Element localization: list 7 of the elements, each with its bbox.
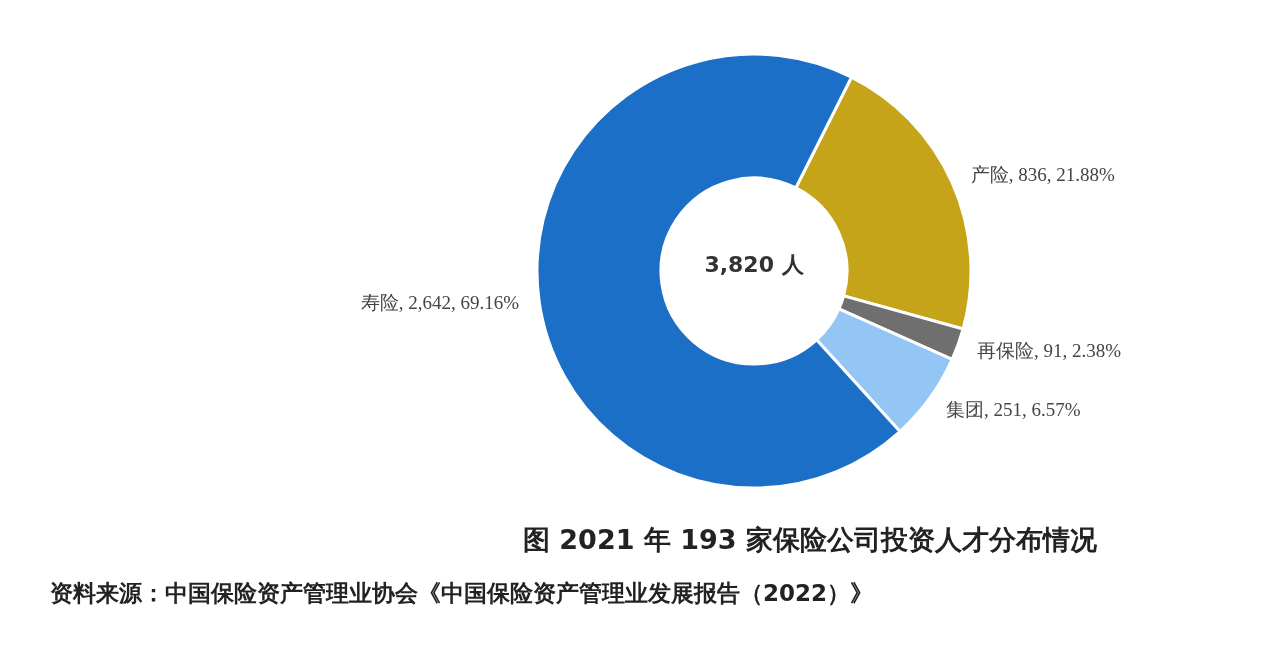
text: 资料来源：中国保险资产管理业协会《中国保险资产管理业发展报告（2022）》 [50, 579, 874, 608]
slice-label: 再保险, 91, 2.38% [977, 340, 1122, 362]
slice-label: 寿险, 2,642, 69.16% [360, 292, 520, 314]
text: 3,820 人 [703, 251, 805, 279]
text: 图 2021 年 193 家保险公司投资人才分布情况 [521, 523, 1099, 557]
slice-label: 集团, 251, 6.57% [946, 398, 1081, 420]
slice-label: 产险, 836, 21.88% [970, 163, 1115, 185]
